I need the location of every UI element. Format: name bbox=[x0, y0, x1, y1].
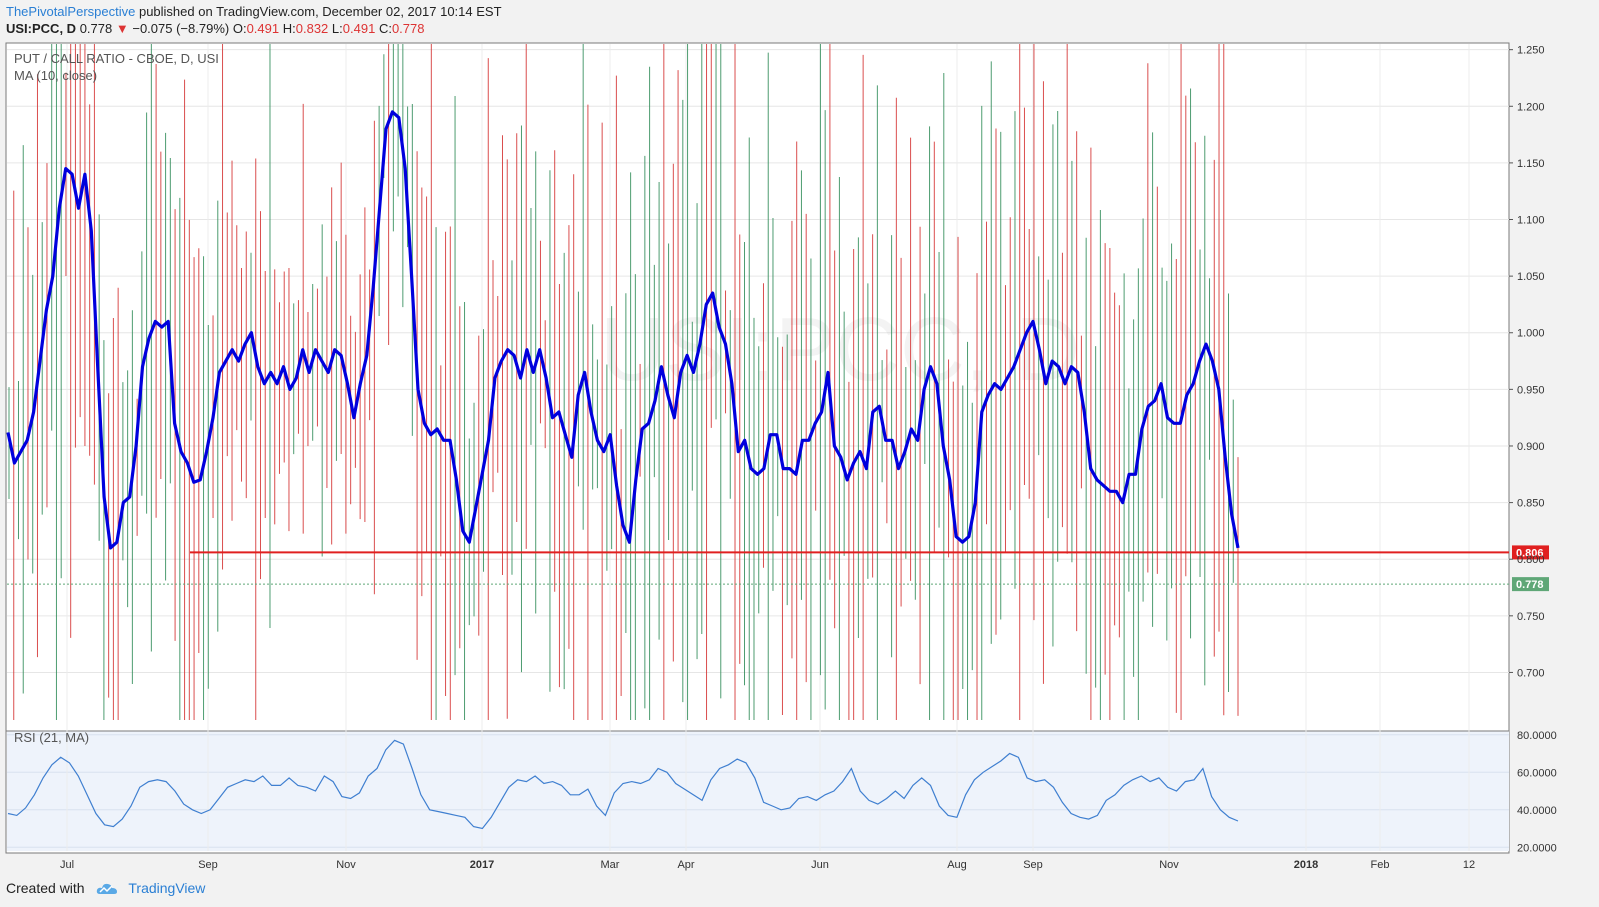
down-arrow-icon: ▼ bbox=[115, 21, 129, 36]
y-tick-label: 0.850 bbox=[1517, 498, 1545, 510]
x-axis[interactable]: Jul Sep Nov 2017 Mar Apr Jun Aug Sep Nov 2018 Feb 12 bbox=[60, 859, 1475, 871]
y-tick-label: 1.000 bbox=[1517, 328, 1545, 340]
x-tick-label: 12 bbox=[1463, 859, 1475, 871]
last-value-badge-label: 0.778 bbox=[1516, 579, 1544, 591]
main-legend-title: PUT / CALL RATIO - CBOE, D, USI bbox=[14, 51, 219, 66]
high-label: H: bbox=[282, 21, 296, 36]
x-tick-label: Jun bbox=[811, 859, 829, 871]
ohlc-line: USI:PCC, D 0.778 ▼ −0.075 (−8.79%) O:0.4… bbox=[6, 21, 424, 36]
rsi-pane-bg bbox=[7, 731, 1509, 851]
y-tick-label: 0.700 bbox=[1517, 667, 1545, 679]
ma-legend: MA (10, close) bbox=[14, 68, 97, 83]
x-tick-label: Nov bbox=[336, 859, 356, 871]
ma-series bbox=[6, 110, 1240, 550]
tradingview-cloud-icon bbox=[97, 884, 118, 895]
x-tick-label: Aug bbox=[947, 859, 967, 871]
x-tick-label: Nov bbox=[1159, 859, 1179, 871]
daily-bars bbox=[8, 44, 1239, 720]
y-tick-label: 0.750 bbox=[1517, 611, 1545, 623]
rsi-tick-label: 60.0000 bbox=[1517, 767, 1557, 779]
x-tick-label: Jul bbox=[60, 859, 74, 871]
x-tick-label: Sep bbox=[198, 859, 218, 871]
low-label: L: bbox=[331, 21, 343, 36]
publish-info: published on TradingView.com, December 0… bbox=[138, 4, 502, 19]
rsi-tick-label: 20.0000 bbox=[1517, 842, 1557, 854]
author-link[interactable]: ThePivotalPerspective bbox=[6, 4, 136, 19]
close-value: 0.778 bbox=[391, 21, 425, 36]
low-value: 0.491 bbox=[342, 21, 376, 36]
rsi-tick-label: 80.0000 bbox=[1517, 730, 1557, 742]
x-tick-label: Mar bbox=[601, 859, 620, 871]
rsi-line bbox=[7, 739, 1239, 830]
rsi-tick-label: 40.0000 bbox=[1517, 805, 1557, 817]
publish-line: ThePivotalPerspective published on Tradi… bbox=[6, 4, 502, 19]
y-axis[interactable]: 0.700 0.750 0.800 0.850 0.900 0.950 1.000 1.050… bbox=[1509, 45, 1545, 680]
y-tick-label: 0.950 bbox=[1517, 384, 1545, 396]
x-tick-label: 2017 bbox=[470, 859, 494, 871]
symbol-label[interactable]: USI:PCC, D bbox=[6, 21, 77, 36]
rsi-series bbox=[7, 739, 1239, 830]
open-label: O: bbox=[232, 21, 247, 36]
watermark: USI:PCC, D bbox=[600, 300, 1080, 400]
y-tick-label: 1.150 bbox=[1517, 158, 1545, 170]
ma-line bbox=[6, 110, 1240, 550]
y-tick-label: 1.100 bbox=[1517, 215, 1545, 227]
y-tick-label: 1.050 bbox=[1517, 271, 1545, 283]
close-label: C: bbox=[378, 21, 392, 36]
y-tick-label: 1.200 bbox=[1517, 101, 1545, 113]
footer: Created with TradingView bbox=[6, 880, 205, 896]
last-value: 0.778 bbox=[79, 21, 113, 36]
tradingview-link[interactable]: TradingView bbox=[128, 880, 206, 896]
high-value: 0.832 bbox=[295, 21, 329, 36]
y-tick-label: 0.900 bbox=[1517, 441, 1545, 453]
support-badge-label: 0.806 bbox=[1516, 547, 1544, 559]
plot-frame bbox=[5, 42, 1510, 854]
support-line: 0.806 0.778 bbox=[7, 545, 1549, 592]
y-tick-label: 0.800 bbox=[1517, 554, 1545, 566]
x-tick-label: Sep bbox=[1023, 859, 1043, 871]
x-tick-label: 2018 bbox=[1294, 859, 1318, 871]
change-value: −0.075 (−8.79%) bbox=[132, 21, 230, 36]
support-badge bbox=[1512, 545, 1549, 560]
x-tick-label: Apr bbox=[677, 859, 694, 871]
rsi-y-axis[interactable]: 20.0000 40.0000 60.0000 80.0000 bbox=[1517, 730, 1557, 855]
created-with-text: Created with bbox=[6, 880, 85, 896]
open-value: 0.491 bbox=[246, 21, 280, 36]
last-value-badge bbox=[1512, 577, 1549, 592]
y-tick-label: 1.250 bbox=[1517, 45, 1545, 57]
x-tick-label: Feb bbox=[1371, 859, 1390, 871]
rsi-legend: RSI (21, MA) bbox=[14, 730, 89, 745]
